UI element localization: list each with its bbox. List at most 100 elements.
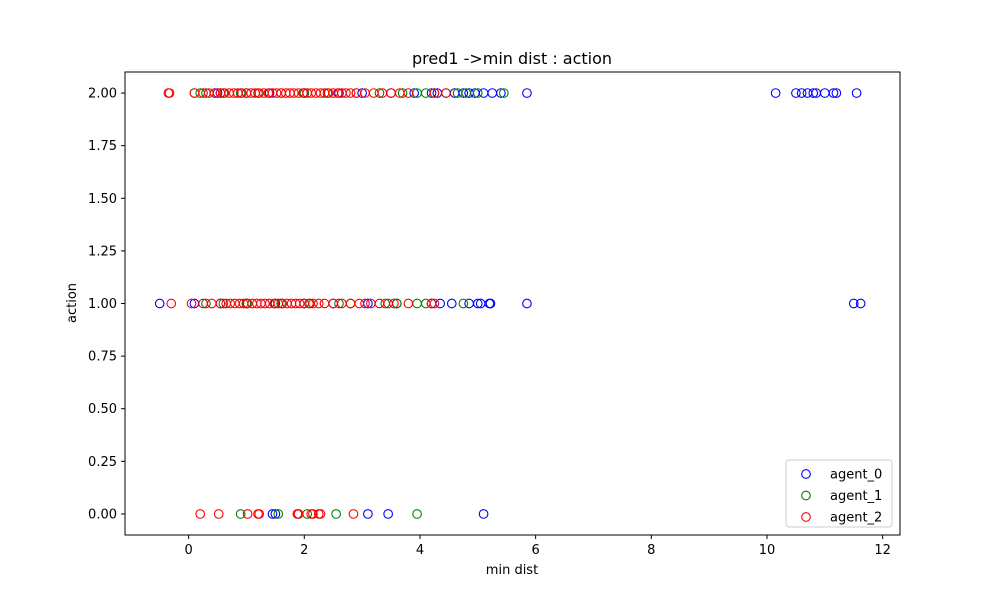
data-point xyxy=(403,88,414,98)
x-tick-label: 10 xyxy=(759,543,776,558)
data-point xyxy=(848,298,859,309)
data-point xyxy=(242,509,253,519)
data-point xyxy=(306,88,317,98)
data-point xyxy=(498,88,509,98)
data-point xyxy=(461,88,472,98)
data-point xyxy=(374,88,385,98)
data-point xyxy=(808,88,819,98)
data-point xyxy=(198,88,208,98)
data-point xyxy=(242,298,253,309)
y-axis: 0.00 0.25 0.50 0.75 1.00 1.25 1.50 1.75 2.00 xyxy=(88,87,125,522)
data-point xyxy=(215,298,226,309)
data-point xyxy=(458,88,469,98)
data-point xyxy=(164,88,175,98)
data-point xyxy=(271,88,282,98)
y-tick-label: 0.00 xyxy=(88,507,117,522)
legend: agent_0 agent_1 agent_2 xyxy=(785,459,893,528)
y-tick-label: 2.00 xyxy=(88,87,117,102)
chart-title: pred1 ->min dist : action xyxy=(412,49,612,68)
data-point xyxy=(308,298,318,309)
data-point xyxy=(293,509,304,519)
data-point xyxy=(441,88,451,98)
data-point xyxy=(267,509,278,519)
data-point xyxy=(195,509,206,519)
data-point xyxy=(270,509,281,519)
data-point xyxy=(409,88,420,98)
data-point xyxy=(294,298,305,309)
data-point xyxy=(412,509,422,519)
data-point xyxy=(345,88,356,98)
data-point xyxy=(458,298,469,309)
x-tick-label: 4 xyxy=(416,543,424,558)
data-point xyxy=(383,298,394,309)
data-point xyxy=(855,298,866,309)
data-point xyxy=(218,298,229,309)
data-point xyxy=(323,88,334,98)
y-tick-label: 0.25 xyxy=(88,455,117,470)
data-point xyxy=(331,509,341,519)
data-point xyxy=(313,298,324,309)
x-tick-label: 2 xyxy=(300,543,308,558)
legend-marker xyxy=(801,469,811,479)
data-point xyxy=(204,88,214,98)
data-point xyxy=(166,298,177,309)
data-point xyxy=(397,88,408,98)
data-point xyxy=(277,298,288,309)
data-point xyxy=(429,298,440,309)
data-point xyxy=(209,88,220,98)
legend-marker xyxy=(801,512,811,522)
data-point xyxy=(260,298,270,309)
y-tick-label: 1.00 xyxy=(88,297,117,312)
data-point xyxy=(828,88,839,98)
data-point xyxy=(389,298,399,309)
data-point xyxy=(770,88,781,98)
data-point xyxy=(496,88,506,98)
data-point xyxy=(472,298,483,309)
legend-label: agent_2 xyxy=(830,511,882,526)
data-point xyxy=(254,88,265,98)
legend-box xyxy=(785,459,893,528)
data-point xyxy=(304,298,314,309)
y-axis-label: action xyxy=(65,283,80,323)
data-point xyxy=(334,298,344,309)
x-axis-label: min dist xyxy=(486,563,538,578)
y-tick-label: 1.75 xyxy=(88,139,117,154)
series-agent_2 xyxy=(163,88,451,519)
data-point xyxy=(472,88,483,98)
data-point xyxy=(235,509,246,519)
x-tick-label: 12 xyxy=(874,543,891,558)
y-tick-label: 0.75 xyxy=(88,350,117,365)
data-point xyxy=(273,509,284,519)
data-point xyxy=(354,298,365,309)
data-point xyxy=(363,509,373,519)
data-point xyxy=(254,509,265,519)
data-point xyxy=(522,298,532,309)
data-point xyxy=(348,509,359,519)
legend-label: agent_1 xyxy=(830,489,882,504)
data-point xyxy=(357,88,367,98)
x-axis: 0 2 4 6 8 10 12 xyxy=(184,535,891,558)
data-point xyxy=(791,88,801,98)
data-point xyxy=(308,509,318,519)
data-point xyxy=(219,88,230,98)
data-point xyxy=(213,509,224,519)
data-point xyxy=(446,298,457,309)
x-tick-label: 8 xyxy=(647,543,655,558)
data-point xyxy=(154,298,165,309)
data-point xyxy=(485,298,496,309)
data-point xyxy=(851,88,862,98)
data-point xyxy=(289,88,299,98)
data-point xyxy=(831,88,842,98)
legend-marker xyxy=(801,490,811,501)
data-point xyxy=(315,509,326,519)
data-point xyxy=(383,509,394,519)
data-point xyxy=(360,298,370,309)
data-point xyxy=(522,88,532,98)
y-tick-label: 1.50 xyxy=(88,192,117,207)
data-point xyxy=(796,88,807,98)
data-point xyxy=(186,298,197,309)
data-point xyxy=(403,298,414,309)
data-point xyxy=(429,88,440,98)
data-point xyxy=(426,88,437,98)
